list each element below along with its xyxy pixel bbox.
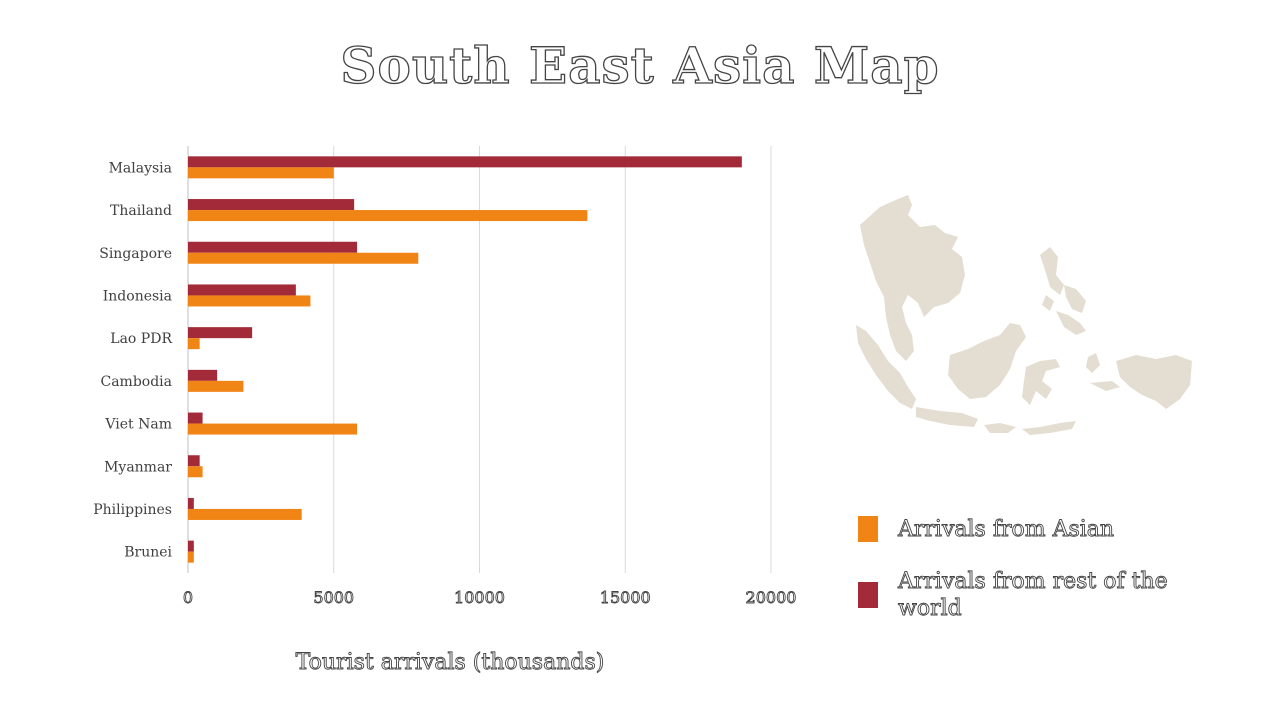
category-label: Indonesia: [103, 288, 172, 304]
category-label: Singapore: [99, 246, 172, 262]
bar-rest-of-world: [188, 241, 358, 253]
bar-asian: [188, 423, 358, 435]
bar-rest-of-world: [188, 156, 742, 168]
legend-label-asian: Arrivals from Asian: [898, 517, 1115, 543]
category-label: Cambodia: [100, 374, 172, 390]
legend-swatch-asian: [858, 516, 878, 542]
legend-label-rest: Arrivals from rest of the world: [898, 569, 1169, 622]
bar-asian: [188, 167, 334, 179]
bar-asian: [188, 551, 194, 563]
page-title: South East Asia Map: [340, 35, 940, 95]
category-label: Malaysia: [109, 160, 172, 176]
legend-swatch-rest: [858, 582, 878, 608]
south-east-asia-map-icon: [856, 195, 1192, 435]
category-label: Thailand: [110, 203, 172, 219]
category-label: Myanmar: [104, 459, 172, 475]
bar-rest-of-world: [188, 455, 200, 467]
x-tick-label: 10000: [454, 588, 505, 607]
x-tick-label: 0: [183, 588, 193, 607]
bar-asian: [188, 210, 588, 222]
bar-rest-of-world: [188, 327, 253, 339]
bar-asian: [188, 338, 200, 350]
category-label: Brunei: [124, 545, 172, 561]
category-label: Lao PDR: [110, 331, 172, 347]
bar-rest-of-world: [188, 369, 218, 381]
x-axis-title: Tourist arrivals (thousands): [295, 650, 605, 676]
bar-rest-of-world: [188, 497, 194, 509]
bar-chart: 0 5000 10000 15000 20000 Malaysia Thailand Sing…: [93, 146, 797, 607]
bar-asian: [188, 466, 203, 478]
bar-asian: [188, 508, 302, 520]
bar-rest-of-world: [188, 412, 203, 424]
category-label: Philippines: [93, 502, 172, 518]
x-tick-label: 15000: [600, 588, 651, 607]
bar-asian: [188, 252, 419, 264]
bar-asian: [188, 295, 311, 307]
x-tick-label: 5000: [313, 588, 354, 607]
bar-rest-of-world: [188, 199, 355, 211]
bar-asian: [188, 380, 244, 392]
category-label: Viet Nam: [104, 417, 172, 433]
x-tick-label: 20000: [746, 588, 797, 607]
bar-rest-of-world: [188, 540, 194, 552]
bar-rest-of-world: [188, 284, 296, 296]
